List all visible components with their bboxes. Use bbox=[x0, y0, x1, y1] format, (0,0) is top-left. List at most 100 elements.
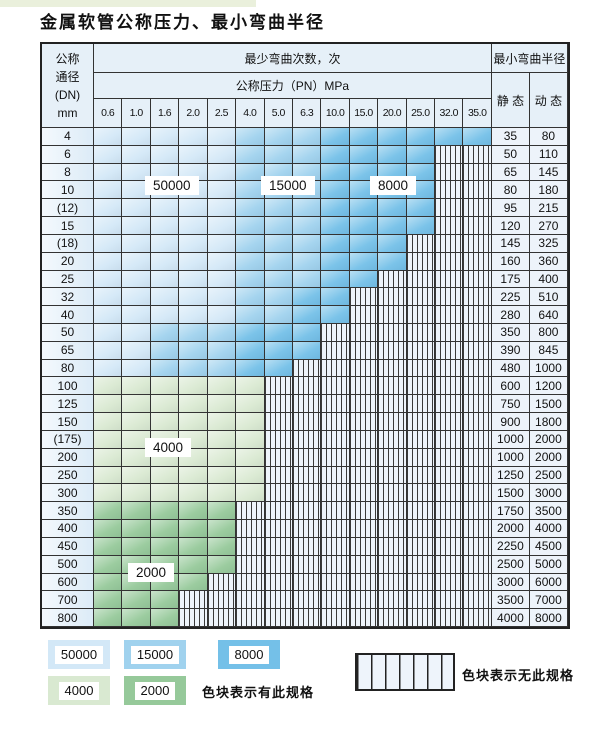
grid-cell-50000 bbox=[207, 145, 237, 164]
grid-cell-nospec bbox=[292, 573, 322, 592]
legend-swatch-4000: 4000 bbox=[48, 676, 110, 705]
grid-cell-15000 bbox=[292, 252, 322, 271]
grid-cell-nospec bbox=[264, 466, 293, 485]
grid-cell-8000 bbox=[349, 252, 379, 271]
grid-cell-nospec bbox=[378, 591, 407, 610]
dynamic-radius-cell: 1200 bbox=[529, 377, 568, 396]
grid-cell-nospec bbox=[349, 395, 379, 414]
grid-cell-nospec bbox=[349, 537, 379, 556]
dynamic-radius-cell: 845 bbox=[529, 341, 568, 360]
pressure-tick: 32.0 bbox=[435, 99, 464, 128]
grid-cell-2000 bbox=[94, 609, 123, 627]
static-radius-cell: 600 bbox=[491, 377, 530, 396]
static-radius-cell: 1500 bbox=[491, 484, 530, 503]
grid-cell-15000 bbox=[150, 341, 180, 360]
grid-cell-nospec bbox=[349, 413, 379, 431]
pressure-tick: 15.0 bbox=[349, 99, 379, 128]
static-radius-cell: 350 bbox=[491, 324, 530, 342]
static-radius-cell: 1250 bbox=[491, 466, 530, 485]
grid-cell-nospec bbox=[435, 306, 464, 325]
pressure-tick: 25.0 bbox=[406, 99, 436, 128]
pressure-tick: 0.6 bbox=[94, 99, 123, 128]
grid-cell-8000 bbox=[406, 145, 436, 164]
dn-cell: 10 bbox=[42, 181, 94, 200]
grid-cell-nospec bbox=[292, 359, 322, 378]
grid-cell-nospec bbox=[264, 520, 293, 538]
grid-cell-nospec bbox=[435, 466, 464, 485]
dn-cell: 4 bbox=[42, 128, 94, 146]
grid-cell-nospec bbox=[264, 395, 293, 414]
dynamic-radius-cell: 4500 bbox=[529, 537, 568, 556]
grid-cell-nospec bbox=[406, 234, 436, 253]
grid-cell-8000 bbox=[349, 217, 379, 235]
grid-cell-nospec bbox=[463, 145, 492, 164]
grid-cell-15000 bbox=[264, 128, 293, 146]
grid-cell-nospec bbox=[321, 448, 350, 467]
grid-cell-8000 bbox=[349, 270, 379, 289]
grid-cell-4000 bbox=[179, 413, 208, 431]
grid-cell-nospec bbox=[264, 555, 293, 574]
grid-cell-2000 bbox=[150, 520, 180, 538]
grid-cell-15000 bbox=[292, 270, 322, 289]
grid-cell-nospec bbox=[378, 555, 407, 574]
grid-cell-8000 bbox=[321, 163, 350, 182]
static-radius-cell: 480 bbox=[491, 359, 530, 378]
grid-cell-50000 bbox=[122, 359, 151, 378]
grid-cell-50000 bbox=[179, 199, 208, 218]
grid-cell-50000 bbox=[207, 217, 237, 235]
grid-cell-2000 bbox=[122, 609, 151, 627]
grid-cell-nospec bbox=[463, 306, 492, 325]
dynamic-radius-cell: 1800 bbox=[529, 413, 568, 431]
grid-cell-2000 bbox=[122, 537, 151, 556]
grid-cell-8000 bbox=[321, 234, 350, 253]
grid-cell-15000 bbox=[292, 217, 322, 235]
grid-cell-nospec bbox=[406, 270, 436, 289]
grid-cell-nospec bbox=[292, 609, 322, 627]
grid-cell-50000 bbox=[122, 145, 151, 164]
grid-cell-nospec bbox=[292, 377, 322, 396]
grid-cell-50000 bbox=[94, 324, 123, 342]
grid-cell-nospec bbox=[406, 359, 436, 378]
grid-cell-50000 bbox=[179, 128, 208, 146]
grid-cell-nospec bbox=[378, 430, 407, 449]
grid-cell-8000 bbox=[264, 324, 293, 342]
grid-cell-nospec bbox=[378, 395, 407, 414]
grid-cell-nospec bbox=[378, 306, 407, 325]
legend-swatch-8000: 8000 bbox=[218, 640, 280, 669]
grid-cell-4000 bbox=[179, 377, 208, 396]
grid-cell-4000 bbox=[150, 484, 180, 503]
grid-cell-4000 bbox=[236, 413, 265, 431]
grid-cell-nospec bbox=[378, 359, 407, 378]
pressure-tick: 5.0 bbox=[264, 99, 293, 128]
grid-cell-15000 bbox=[207, 324, 237, 342]
grid-cell-4000 bbox=[236, 395, 265, 414]
grid-cell-nospec bbox=[378, 341, 407, 360]
grid-cell-nospec bbox=[463, 609, 492, 627]
grid-cell-nospec bbox=[349, 502, 379, 521]
grid-cell-50000 bbox=[122, 324, 151, 342]
grid-cell-nospec bbox=[292, 395, 322, 414]
grid-cell-2000 bbox=[150, 502, 180, 521]
grid-cell-4000 bbox=[207, 484, 237, 503]
legend-swatch-15000: 15000 bbox=[124, 640, 186, 669]
grid-cell-50000 bbox=[94, 270, 123, 289]
grid-cell-50000 bbox=[94, 217, 123, 235]
grid-cell-nospec bbox=[179, 591, 208, 610]
grid-cell-2000 bbox=[94, 555, 123, 574]
grid-cell-50000 bbox=[94, 252, 123, 271]
grid-cell-nospec bbox=[264, 591, 293, 610]
grid-cell-4000 bbox=[236, 466, 265, 485]
grid-cell-nospec bbox=[236, 591, 265, 610]
corner-line: 通径 bbox=[55, 69, 80, 84]
legend-swatch-label: 8000 bbox=[228, 645, 270, 664]
corner-line: 公称 bbox=[55, 51, 80, 66]
grid-cell-nospec bbox=[435, 395, 464, 414]
grid-cell-50000 bbox=[179, 288, 208, 307]
grid-cell-50000 bbox=[94, 163, 123, 182]
table-label-8000: 8000 bbox=[370, 176, 417, 195]
grid-cell-nospec bbox=[349, 430, 379, 449]
grid-cell-2000 bbox=[150, 591, 180, 610]
grid-cell-nospec bbox=[349, 359, 379, 378]
grid-cell-nospec bbox=[292, 448, 322, 467]
grid-cell-nospec bbox=[435, 341, 464, 360]
